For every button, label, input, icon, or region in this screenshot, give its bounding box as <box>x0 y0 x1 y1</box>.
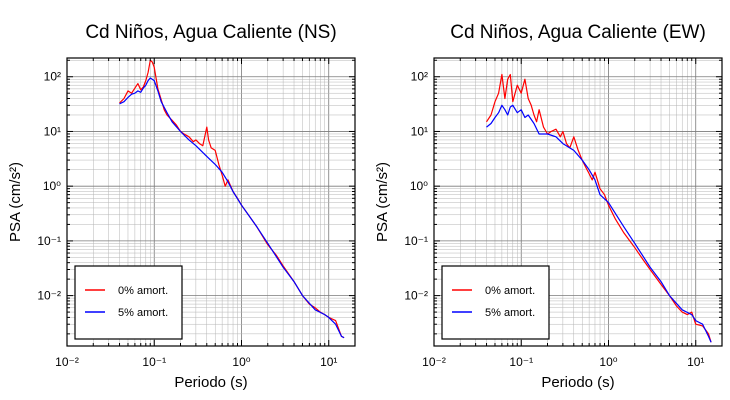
legend-box <box>441 265 550 340</box>
series-layer <box>119 59 345 339</box>
legend-label-1: 5% amort. <box>118 307 168 319</box>
legend-label-1: 5% amort. <box>485 307 535 319</box>
y-tick-label: 10⁰ <box>43 179 61 193</box>
legend-box <box>74 265 183 340</box>
legend-label-0: 0% amort. <box>118 285 168 297</box>
legend: 0% amort. 5% amort. <box>441 265 550 340</box>
x-tick-label: 10⁻² <box>422 355 446 369</box>
plot-frame <box>433 57 723 347</box>
x-tick-label: 10⁻¹ <box>509 355 533 369</box>
y-tick-label: 10⁻¹ <box>404 234 428 248</box>
chart-ew: Cd Niños, Agua Caliente (EW) 10⁻² 10⁻¹ 10⁰… <box>374 22 723 391</box>
grid <box>66 58 356 346</box>
y-tick-label: 10¹ <box>44 124 61 138</box>
x-tick-label: 10⁻² <box>55 355 79 369</box>
x-tick-label: 10⁻¹ <box>142 355 166 369</box>
y-tick-label: 10² <box>44 70 61 84</box>
legend: 0% amort. 5% amort. <box>74 265 183 340</box>
series-line-1 <box>119 77 345 339</box>
ticks: 10⁻² 10⁻¹ 10⁰ 10¹ 10⁻² 10⁻¹ 10⁰ 10¹ 10² <box>404 58 723 369</box>
y-axis-label: PSA (cm/s²) <box>7 162 24 242</box>
y-tick-label: 10⁰ <box>410 179 428 193</box>
plot-frame <box>66 57 356 347</box>
y-tick-label: 10⁻¹ <box>37 234 61 248</box>
x-tick-label: 10⁰ <box>599 355 617 369</box>
x-axis-label: Periodo (s) <box>174 374 247 391</box>
series-line-1 <box>486 104 712 343</box>
chart-ns: Cd Niños, Agua Caliente (NS) 10⁻² 10⁻¹ 10⁰… <box>7 22 356 391</box>
y-axis-label: PSA (cm/s²) <box>374 162 391 242</box>
ticks: 10⁻² 10⁻¹ 10⁰ 10¹ 10⁻² 10⁻¹ 10⁰ 10¹ 10² <box>37 58 356 369</box>
chart-title: Cd Niños, Agua Caliente (EW) <box>450 22 706 43</box>
y-tick-label: 10⁻² <box>404 289 428 303</box>
series-layer <box>485 73 712 343</box>
chart-title: Cd Niños, Agua Caliente (NS) <box>85 22 336 43</box>
y-tick-label: 10⁻² <box>37 289 61 303</box>
x-tick-label: 10¹ <box>687 355 704 369</box>
y-tick-label: 10¹ <box>411 124 428 138</box>
legend-label-0: 0% amort. <box>485 285 535 297</box>
y-tick-label: 10² <box>411 70 428 84</box>
x-axis-label: Periodo (s) <box>541 374 614 391</box>
x-tick-label: 10¹ <box>320 355 337 369</box>
x-tick-label: 10⁰ <box>232 355 250 369</box>
